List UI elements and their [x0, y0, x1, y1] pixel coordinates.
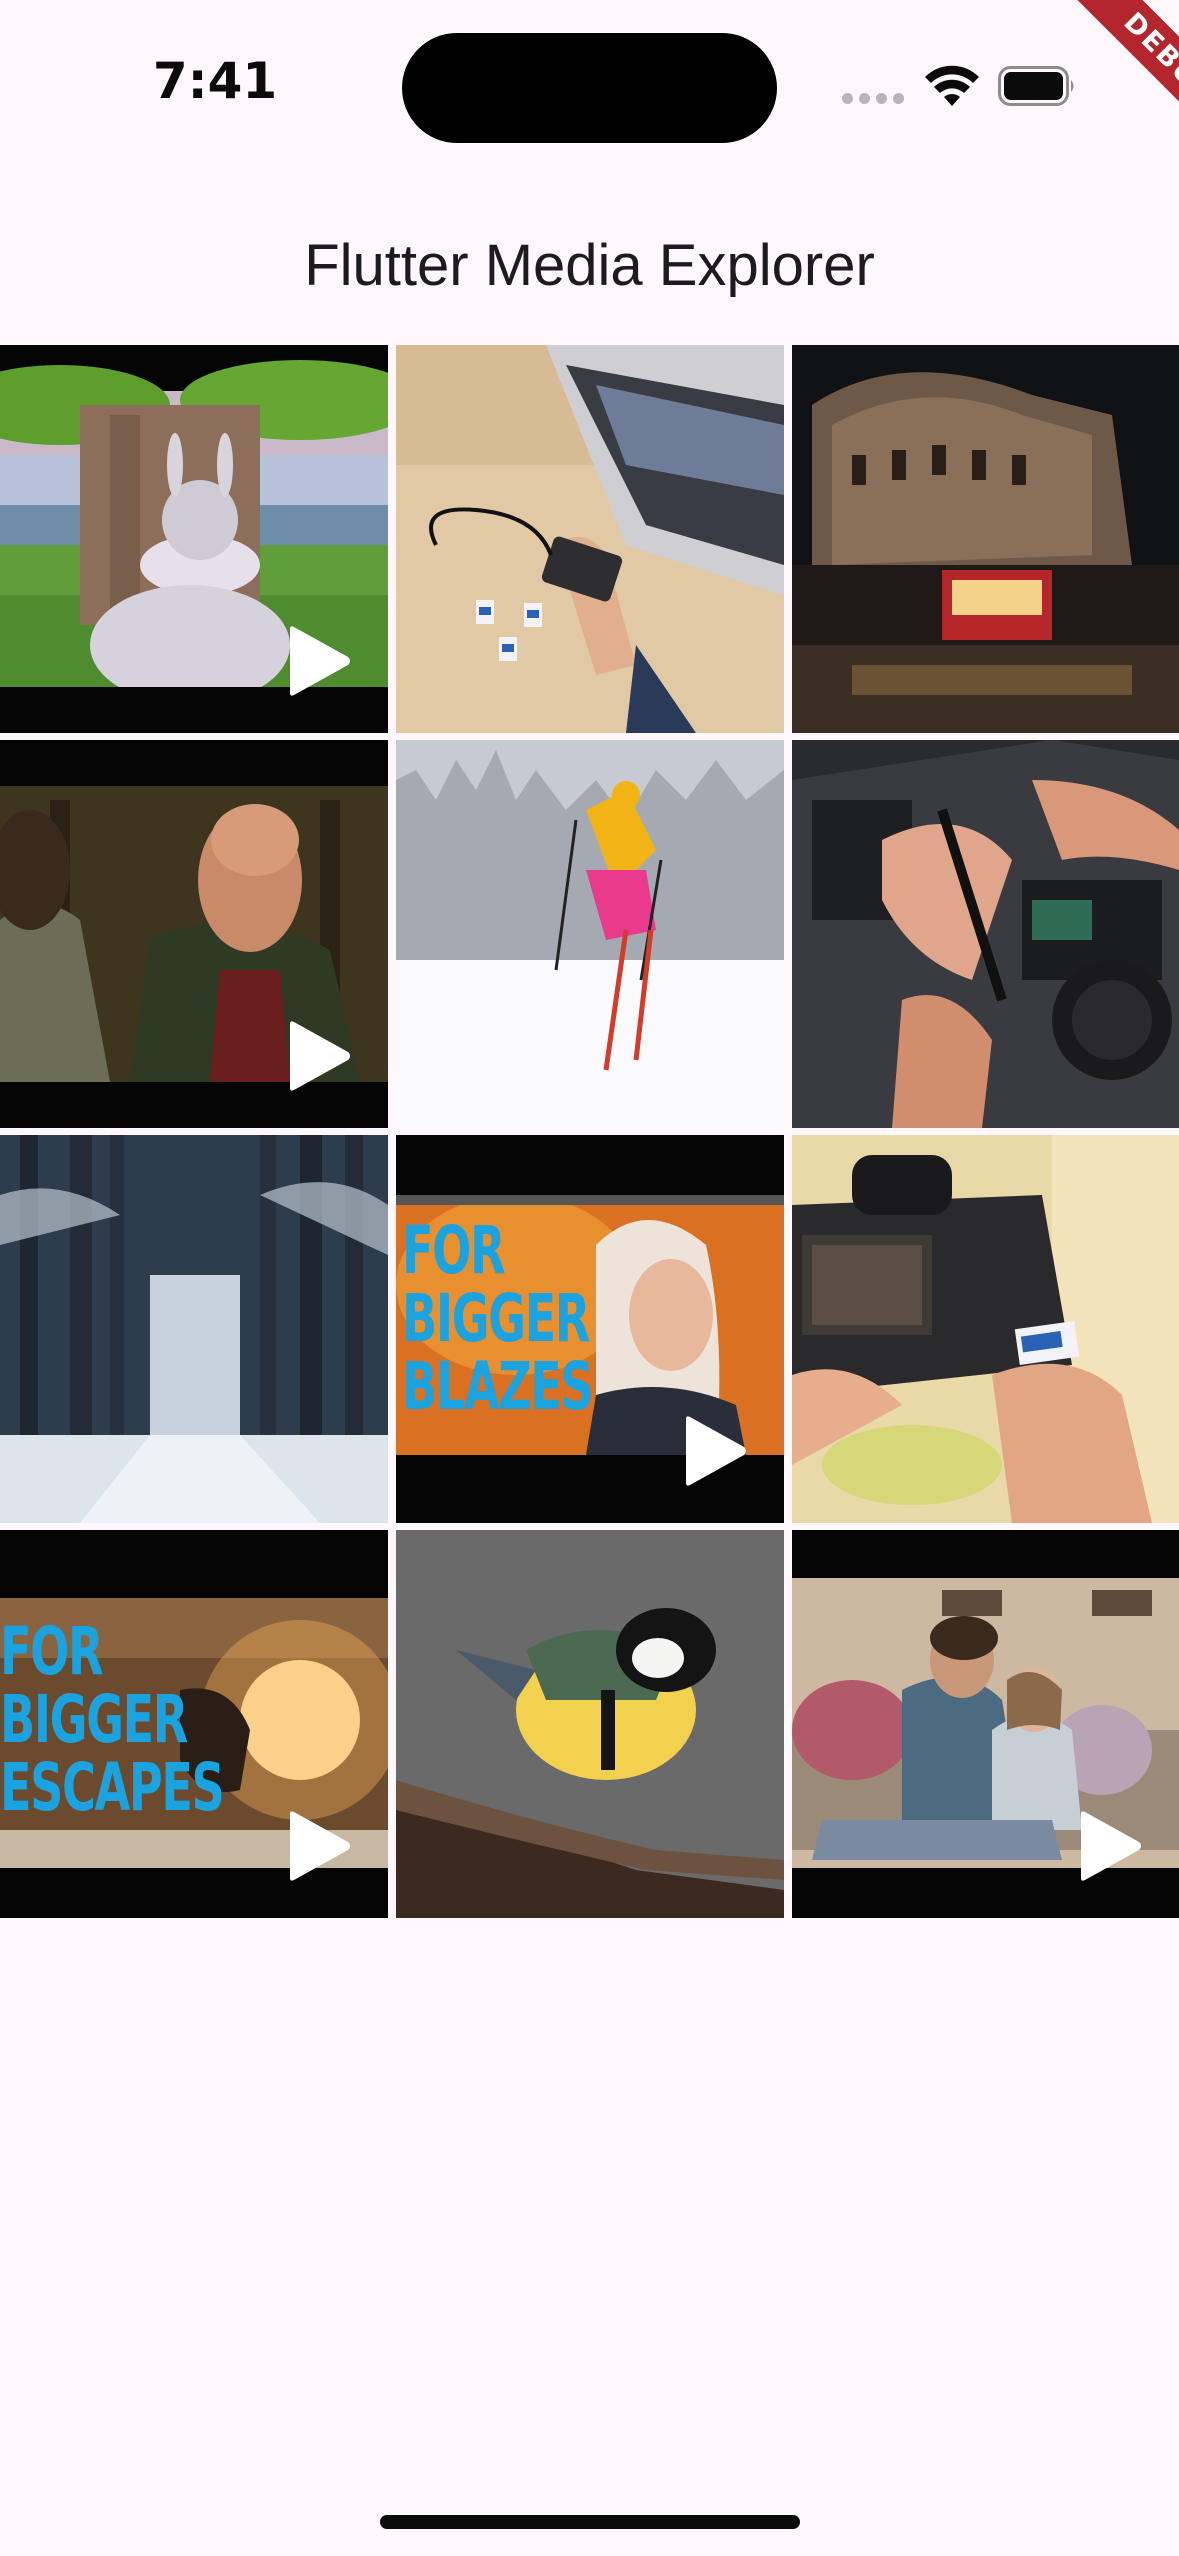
video-thumbnail: [396, 1135, 784, 1523]
image-thumbnail: [396, 1530, 784, 1918]
wifi-icon: [925, 65, 979, 106]
image-thumbnail: [0, 1135, 388, 1523]
image-thumbnail: [792, 345, 1179, 733]
image-thumbnail: [792, 1135, 1179, 1523]
page-title: Flutter Media Explorer: [304, 232, 875, 298]
media-tile-bird[interactable]: [396, 1530, 784, 1918]
battery-icon: [998, 66, 1074, 106]
image-thumbnail: [396, 740, 784, 1128]
media-tile-laptop-repair[interactable]: [792, 740, 1179, 1128]
play-icon: [686, 1416, 746, 1486]
play-icon: [290, 626, 350, 696]
media-tile-skier[interactable]: [396, 740, 784, 1128]
video-thumbnail: [0, 740, 388, 1128]
play-icon: [290, 1811, 350, 1881]
promo-text-overlay: FOR BIGGER BLAZES: [402, 1212, 594, 1425]
media-tile-camera[interactable]: [792, 1135, 1179, 1523]
media-tile-for-bigger-escapes[interactable]: FOR BIGGER ESCAPES: [0, 1530, 388, 1918]
app-bar: Flutter Media Explorer: [0, 200, 1179, 330]
video-thumbnail: [792, 1530, 1179, 1918]
media-tile-snowy-forest[interactable]: [0, 1135, 388, 1523]
play-icon: [290, 1021, 350, 1091]
home-indicator[interactable]: [380, 2515, 800, 2529]
media-tile-family-couch-video[interactable]: [792, 1530, 1179, 1918]
status-bar: 7:41: [0, 0, 1179, 180]
media-grid: FOR BIGGER BLAZES: [0, 345, 1179, 1918]
video-thumbnail: [0, 345, 388, 733]
cellular-signal-icon: [842, 93, 904, 107]
video-thumbnail: [0, 1530, 388, 1918]
media-tile-for-bigger-blazes[interactable]: FOR BIGGER BLAZES: [396, 1135, 784, 1523]
media-tile-old-man-video[interactable]: [0, 740, 388, 1128]
media-tile-mosque-night[interactable]: [792, 345, 1179, 733]
status-time: 7:41: [152, 52, 278, 110]
promo-text-overlay: FOR BIGGER ESCAPES: [0, 1613, 225, 1826]
media-tile-rabbit-video[interactable]: [0, 345, 388, 733]
media-tile-laptop-ssd[interactable]: [396, 345, 784, 733]
dynamic-island: [402, 33, 777, 143]
play-icon: [1081, 1811, 1141, 1881]
image-thumbnail: [396, 345, 784, 733]
image-thumbnail: [792, 740, 1179, 1128]
